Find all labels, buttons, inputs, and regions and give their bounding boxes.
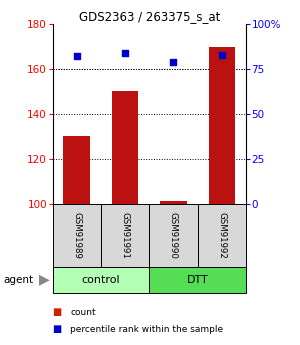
Title: GDS2363 / 263375_s_at: GDS2363 / 263375_s_at xyxy=(79,10,220,23)
Bar xyxy=(52,204,101,267)
Text: GSM91990: GSM91990 xyxy=(169,212,178,259)
Text: GSM91989: GSM91989 xyxy=(72,212,81,259)
Bar xyxy=(149,267,246,293)
Point xyxy=(74,54,79,59)
Text: control: control xyxy=(82,275,120,285)
Text: agent: agent xyxy=(3,275,33,285)
Text: GSM91991: GSM91991 xyxy=(121,212,130,259)
Bar xyxy=(101,204,149,267)
Text: ■: ■ xyxy=(52,325,62,334)
Text: ■: ■ xyxy=(52,307,62,317)
Text: DTT: DTT xyxy=(187,275,208,285)
Point xyxy=(171,59,176,65)
Text: percentile rank within the sample: percentile rank within the sample xyxy=(70,325,224,334)
Text: GSM91992: GSM91992 xyxy=(217,212,226,259)
Bar xyxy=(208,47,235,204)
Point xyxy=(123,50,128,56)
Text: count: count xyxy=(70,308,96,317)
Point xyxy=(219,52,224,57)
Bar xyxy=(149,204,198,267)
Bar xyxy=(112,91,138,204)
Bar xyxy=(52,267,149,293)
Bar xyxy=(160,201,187,204)
Bar xyxy=(63,136,90,204)
Polygon shape xyxy=(39,275,50,286)
Bar xyxy=(198,204,246,267)
